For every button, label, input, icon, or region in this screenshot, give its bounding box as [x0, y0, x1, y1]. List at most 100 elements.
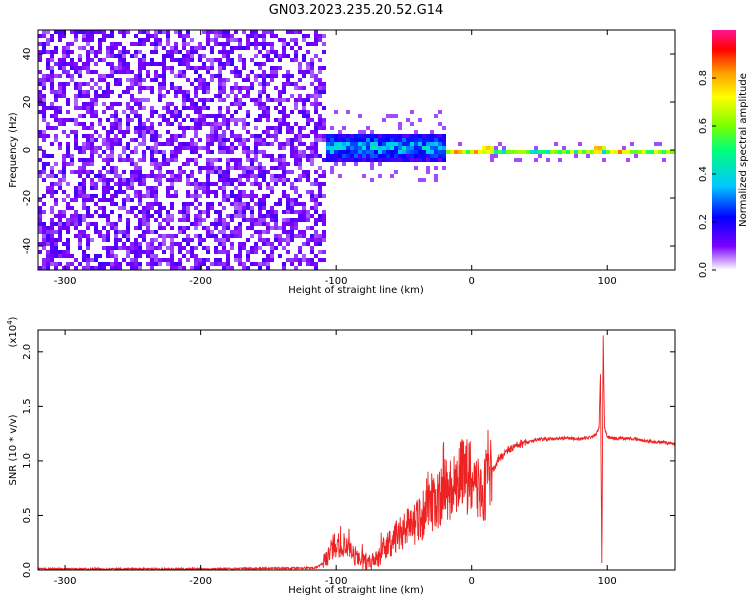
heatmap-cell [154, 142, 158, 146]
heatmap-cell [226, 158, 230, 162]
heatmap-cell [286, 126, 290, 130]
heatmap-cell [70, 50, 74, 54]
heatmap-cell [146, 254, 150, 258]
heatmap-cell [102, 110, 106, 114]
heatmap-cell [182, 206, 186, 210]
heatmap-cell [306, 114, 310, 118]
heatmap-cell [142, 142, 146, 146]
heatmap-cell [262, 202, 266, 206]
heatmap-cell [94, 94, 98, 98]
heatmap-cell [66, 142, 70, 146]
heatmap-cell [246, 130, 250, 134]
heatmap-cell [230, 242, 234, 246]
heatmap-cell [146, 130, 150, 134]
heatmap-cell [218, 222, 222, 226]
heatmap-cell [146, 62, 150, 66]
heatmap-cell [62, 58, 66, 62]
heatmap-cell [82, 146, 86, 150]
heatmap-cell [202, 122, 206, 126]
heatmap-cell [42, 42, 46, 46]
heatmap-cell [222, 242, 226, 246]
heatmap-cell [166, 90, 170, 94]
heatmap-cell [62, 46, 66, 50]
heatmap-cell [306, 170, 310, 174]
heatmap-cell [198, 194, 202, 198]
heatmap-cell [86, 134, 90, 138]
heatmap-cell [278, 238, 282, 242]
heatmap-cell [114, 194, 118, 198]
heatmap-cell [198, 154, 202, 158]
heatmap-cell [106, 246, 110, 250]
heatmap-cell [94, 150, 98, 154]
heatmap-cell [294, 58, 298, 62]
heatmap-cell [294, 186, 298, 190]
heatmap-cell [302, 106, 306, 110]
snr-series-line [38, 335, 675, 570]
heatmap-cell [198, 122, 202, 126]
heatmap-cell [106, 94, 110, 98]
heatmap-cell [90, 186, 94, 190]
heatmap-cell [218, 34, 222, 38]
heatmap-cell [294, 190, 298, 194]
heatmap-cell [322, 258, 326, 262]
heatmap-cell [110, 138, 114, 142]
heatmap-cell [330, 142, 334, 146]
heatmap-cell [162, 258, 166, 262]
heatmap-cell [286, 258, 290, 262]
heatmap-cell [142, 174, 146, 178]
heatmap-cell [46, 74, 50, 78]
heatmap-cell [306, 62, 310, 66]
heatmap-cell [398, 150, 402, 154]
heatmap-cell [314, 170, 318, 174]
heatmap-cell [54, 190, 58, 194]
heatmap-cell [226, 258, 230, 262]
heatmap-cell [106, 162, 110, 166]
heatmap-cell [194, 182, 198, 186]
heatmap-cell [106, 54, 110, 58]
heatmap-cell [314, 94, 318, 98]
heatmap-cell [278, 146, 282, 150]
heatmap-cell [186, 210, 190, 214]
heatmap-cell [198, 242, 202, 246]
heatmap-cell [134, 258, 138, 262]
heatmap-cell [106, 186, 110, 190]
heatmap-cell [274, 234, 278, 238]
heatmap-cell [102, 74, 106, 78]
heatmap-cell [70, 222, 74, 226]
heatmap-cell [58, 94, 62, 98]
heatmap-cell [270, 258, 274, 262]
heatmap-cell [78, 218, 82, 222]
heatmap-cell [314, 146, 318, 150]
heatmap-cell [318, 250, 322, 254]
heatmap-cell [242, 86, 246, 90]
heatmap-cell [110, 186, 114, 190]
heatmap-cell [210, 162, 214, 166]
heatmap-cell [350, 138, 354, 142]
heatmap-cell [434, 166, 438, 170]
heatmap-cell [214, 42, 218, 46]
heatmap-cell [294, 198, 298, 202]
heatmap-cell [278, 166, 282, 170]
heatmap-cell [126, 218, 130, 222]
heatmap-cell [262, 78, 266, 82]
heatmap-cell [162, 206, 166, 210]
heatmap-cell [186, 202, 190, 206]
heatmap-cell [158, 42, 162, 46]
heatmap-cell [394, 150, 398, 154]
heatmap-cell [46, 262, 50, 266]
heatmap-cell [54, 250, 58, 254]
heatmap-cell [310, 94, 314, 98]
heatmap-cell [66, 182, 70, 186]
heatmap-cell [170, 102, 174, 106]
heatmap-cell [274, 70, 278, 74]
heatmap-cell [342, 154, 346, 158]
heatmap-cell [46, 122, 50, 126]
heatmap-cell [422, 142, 426, 146]
heatmap-cell [134, 162, 138, 166]
heatmap-cell [202, 86, 206, 90]
heatmap-cell [598, 150, 602, 154]
heatmap-cell [226, 234, 230, 238]
heatmap-cell [278, 178, 282, 182]
heatmap-cell [262, 30, 266, 34]
heatmap-cell [386, 142, 390, 146]
